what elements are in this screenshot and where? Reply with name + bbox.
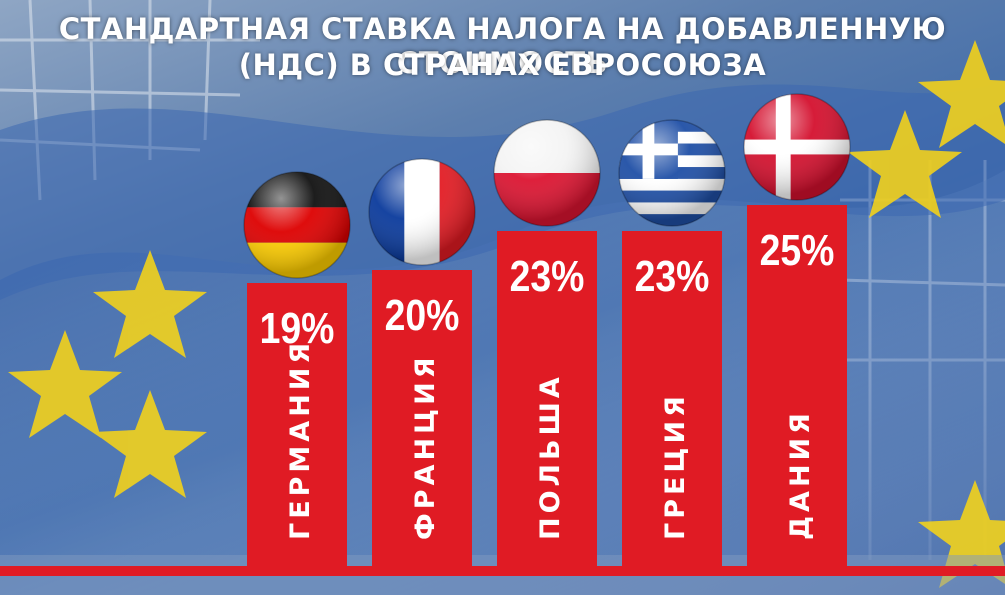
category-label-2: ФРАНЦИЯ [410, 354, 441, 541]
poland-flag-icon [493, 119, 601, 227]
bar-3 [497, 231, 597, 566]
bar-2 [372, 270, 472, 566]
category-label-4: ГРЕЦИЯ [660, 392, 691, 540]
bar-4 [622, 231, 722, 566]
category-label-3: ПОЛЬША [535, 373, 566, 540]
value-label-2: 20% [385, 290, 460, 340]
bar-1 [247, 283, 347, 566]
denmark-flag-icon [743, 93, 851, 201]
value-label-3: 23% [510, 251, 585, 301]
chart-title-line-1: СТАНДАРТНАЯ СТАВКА НАЛОГА НА ДОБАВЛЕННУЮ… [58, 12, 947, 80]
bar-5 [747, 205, 847, 566]
germany-flag-icon [243, 171, 351, 279]
france-flag-icon [368, 158, 476, 266]
value-label-4: 23% [635, 251, 710, 301]
value-label-1: 19% [260, 303, 335, 353]
category-label-1: ГЕРМАНИЯ [285, 339, 316, 540]
category-label-5: ДАНИЯ [785, 409, 816, 540]
greece-flag-icon [618, 119, 726, 227]
baseline-strip [0, 566, 1005, 576]
chart-title-line-2: (НДС) В СТРАНАХ ЕВРОСОЮЗА [238, 48, 767, 82]
value-label-5: 25% [760, 225, 835, 275]
